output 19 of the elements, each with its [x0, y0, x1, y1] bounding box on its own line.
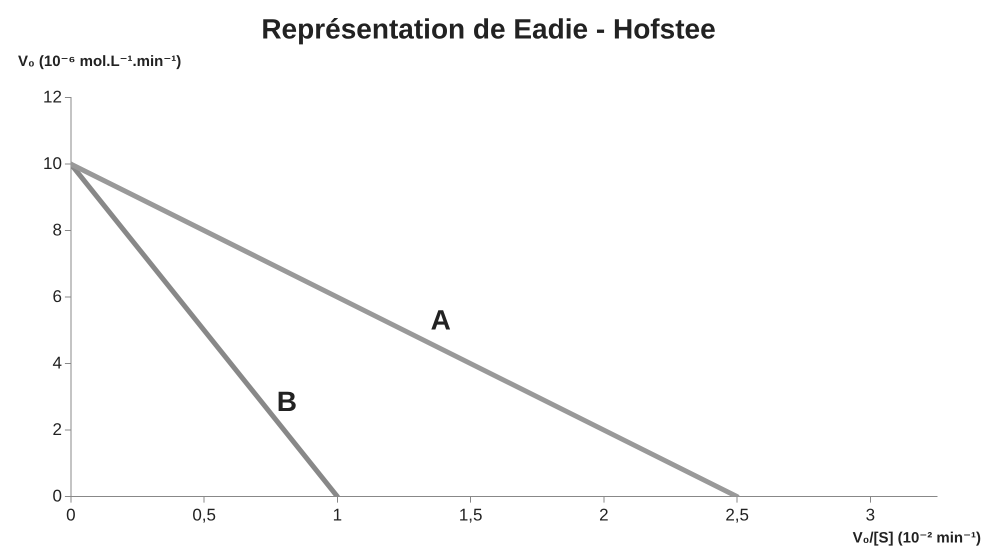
y-tick-label: 2	[52, 420, 62, 439]
y-tick-label: 12	[42, 87, 62, 106]
series-label: B	[276, 386, 298, 418]
chart-title: Représentation de Eadie - Hofstee	[261, 14, 716, 45]
y-tick-label: 8	[52, 220, 62, 240]
x-tick-label: 3	[866, 505, 876, 524]
y-tick-label: 10	[42, 154, 62, 173]
x-tick-label: 1,5	[458, 505, 482, 524]
y-tick-label: 0	[52, 486, 62, 506]
x-tick-label: 2,5	[725, 505, 749, 524]
x-tick-label: 2	[599, 505, 609, 524]
x-axis-title: V₀/[S] (10⁻² min⁻¹)	[852, 530, 981, 547]
x-tick-label: 0,5	[192, 505, 216, 524]
x-tick-label: 1	[332, 505, 342, 524]
y-tick-label: 4	[52, 353, 62, 372]
y-tick-label: 6	[52, 286, 62, 306]
y-axis-title: V₀ (10⁻⁶ mol.L⁻¹.min⁻¹)	[18, 53, 182, 70]
x-tick-label: 0	[66, 505, 76, 524]
series-label: A	[430, 304, 451, 336]
